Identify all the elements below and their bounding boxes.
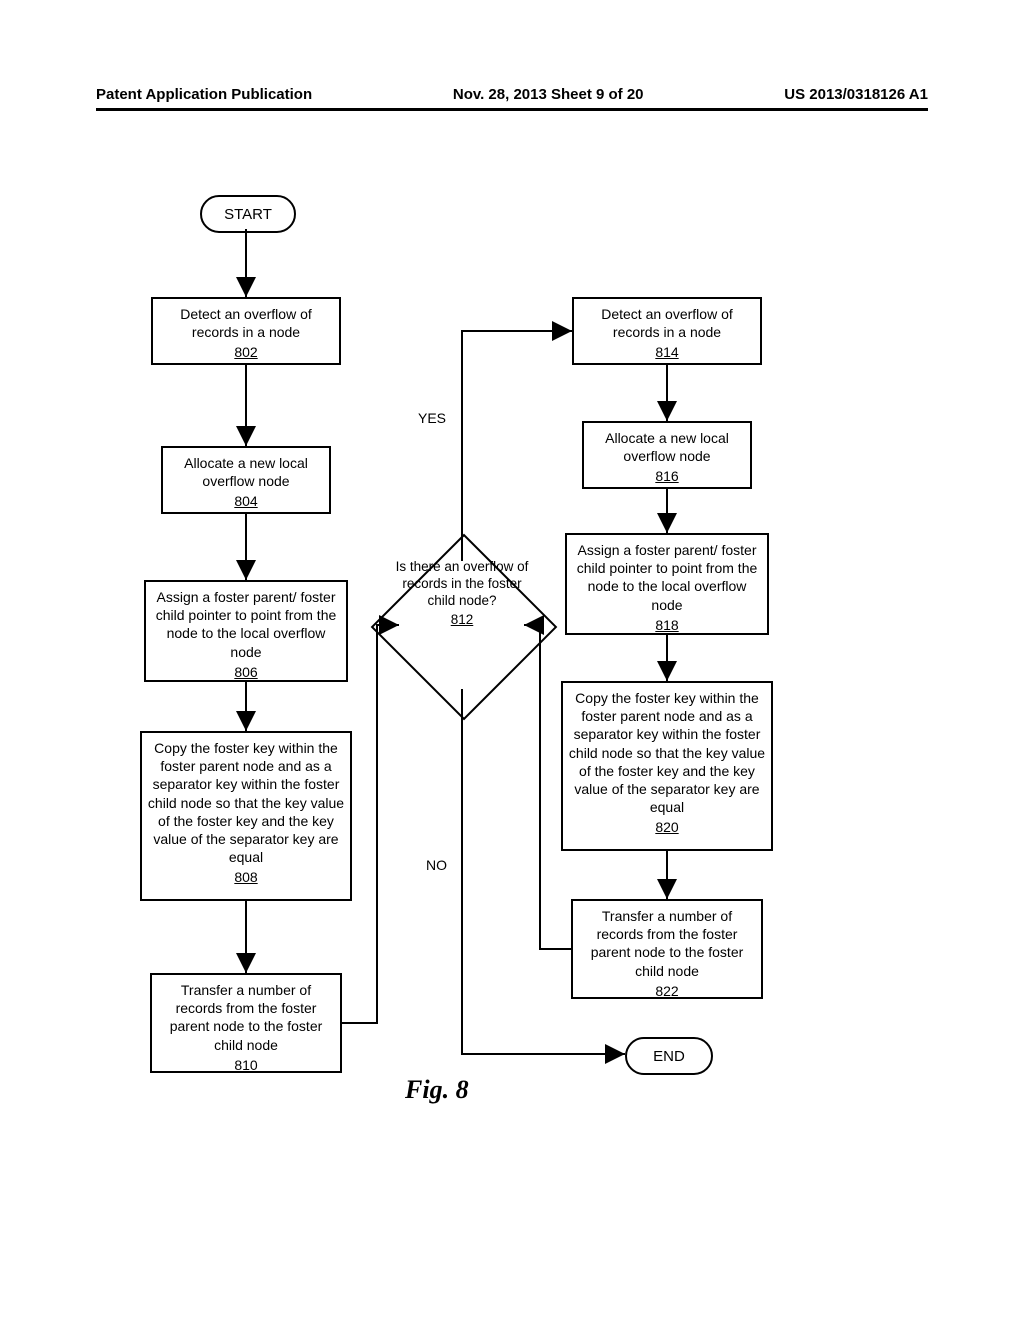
node-810: Transfer a number of records from the fo… xyxy=(150,973,342,1073)
header-rule xyxy=(96,108,928,111)
node-808-text: Copy the foster key within the foster pa… xyxy=(148,740,344,865)
node-820: Copy the foster key within the foster pa… xyxy=(561,681,773,851)
node-802-text: Detect an overflow of records in a node xyxy=(180,306,312,340)
node-810-text: Transfer a number of records from the fo… xyxy=(170,982,323,1053)
node-808: Copy the foster key within the foster pa… xyxy=(140,731,352,901)
node-802: Detect an overflow of records in a node … xyxy=(151,297,341,365)
yes-label: YES xyxy=(418,410,446,426)
end-terminator: END xyxy=(625,1037,713,1075)
header-right: US 2013/0318126 A1 xyxy=(784,86,928,103)
node-816-text: Allocate a new local overflow node xyxy=(605,430,729,464)
node-822-ref: 822 xyxy=(577,982,757,1000)
node-814-text: Detect an overflow of records in a node xyxy=(601,306,733,340)
end-text: END xyxy=(653,1048,685,1065)
node-808-ref: 808 xyxy=(146,868,346,886)
node-804-text: Allocate a new local overflow node xyxy=(184,455,308,489)
node-820-ref: 820 xyxy=(567,818,767,836)
page-header: Patent Application Publication Nov. 28, … xyxy=(0,86,1024,103)
header-left: Patent Application Publication xyxy=(96,86,312,103)
node-802-ref: 802 xyxy=(157,343,335,361)
start-text: START xyxy=(224,206,272,223)
node-806-ref: 806 xyxy=(150,663,342,681)
node-816-ref: 816 xyxy=(588,467,746,485)
flowchart: START Detect an overflow of records in a… xyxy=(0,185,1024,1185)
start-terminator: START xyxy=(200,195,296,233)
node-814-ref: 814 xyxy=(578,343,756,361)
node-816: Allocate a new local overflow node 816 xyxy=(582,421,752,489)
node-804: Allocate a new local overflow node 804 xyxy=(161,446,331,514)
decision-812-ref: 812 xyxy=(392,612,532,629)
node-822: Transfer a number of records from the fo… xyxy=(571,899,763,999)
node-814: Detect an overflow of records in a node … xyxy=(572,297,762,365)
node-810-ref: 810 xyxy=(156,1056,336,1074)
decision-812-text: Is there an overflow of records in the f… xyxy=(396,559,529,608)
node-804-ref: 804 xyxy=(167,492,325,510)
page: Patent Application Publication Nov. 28, … xyxy=(0,0,1024,1320)
node-818-ref: 818 xyxy=(571,616,763,634)
figure-caption: Fig. 8 xyxy=(405,1075,469,1105)
decision-812-text-wrap: Is there an overflow of records in the f… xyxy=(392,559,532,629)
node-806-text: Assign a foster parent/ foster child poi… xyxy=(156,589,337,660)
node-818: Assign a foster parent/ foster child poi… xyxy=(565,533,769,635)
node-820-text: Copy the foster key within the foster pa… xyxy=(569,690,765,815)
header-center: Nov. 28, 2013 Sheet 9 of 20 xyxy=(453,86,644,103)
no-label: NO xyxy=(426,857,447,873)
node-806: Assign a foster parent/ foster child poi… xyxy=(144,580,348,682)
node-818-text: Assign a foster parent/ foster child poi… xyxy=(577,542,758,613)
node-822-text: Transfer a number of records from the fo… xyxy=(591,908,744,979)
